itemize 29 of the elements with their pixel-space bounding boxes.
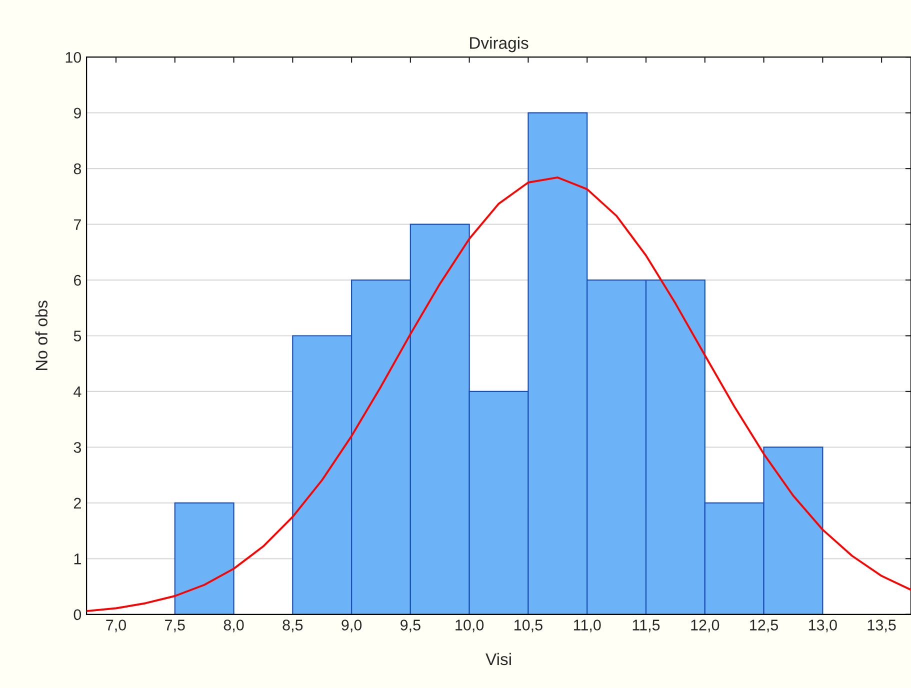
chart-title: Dviragis: [470, 36, 528, 52]
x-tick-label: 11,5: [632, 620, 660, 632]
x-tick-label: 8,0: [224, 620, 244, 632]
y-tick-label: 6: [74, 274, 82, 286]
x-tick-label: 9,0: [342, 620, 362, 632]
x-tick-label: 11,0: [574, 620, 601, 632]
y-axis-title: No of obs: [35, 300, 48, 370]
x-tick-label: 12,5: [750, 620, 778, 632]
x-axis-title: Visi: [486, 652, 511, 666]
y-tick-label: 4: [74, 386, 82, 398]
x-tick-label: 7,0: [106, 620, 126, 632]
y-tick-label: 10: [66, 52, 82, 63]
x-tick-label: 13,0: [808, 620, 837, 632]
line-series: [86, 176, 911, 612]
y-tick-label: 8: [74, 163, 82, 174]
y-tick-label: 2: [74, 498, 81, 508]
x-tick-label: 10,0: [456, 620, 484, 632]
y-tick-label: 5: [74, 330, 82, 342]
x-tick-label: 12,0: [691, 620, 720, 632]
y-tick-label: 1: [74, 554, 81, 564]
x-tick-label: 10,5: [514, 620, 542, 632]
y-tick-label: 3: [74, 442, 82, 453]
y-tick-label: 0: [74, 609, 82, 620]
x-tick-label: 7,5: [165, 620, 185, 632]
x-tick-label: 9,5: [400, 620, 420, 632]
x-tick-label: 8,5: [282, 620, 303, 632]
y-tick-label: 7: [74, 219, 81, 230]
y-tick-label: 9: [74, 108, 81, 119]
x-tick-label: 13,5: [868, 620, 896, 632]
